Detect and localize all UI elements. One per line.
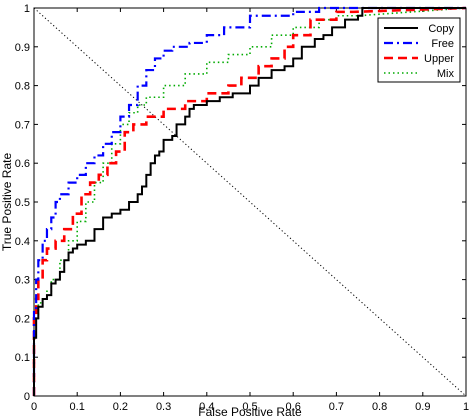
x-tick-label: 0.3: [156, 401, 171, 413]
series-lines: [32, 6, 467, 396]
y-tick-label: 0.7: [15, 119, 30, 131]
y-tick-label: 0.9: [15, 42, 30, 54]
y-tick-label: 0.8: [15, 81, 30, 93]
legend-label-copy: Copy: [428, 23, 454, 35]
y-ticks: 0 0.1 0.2 0.3 0.4 0.5 0.6 0.7 0.8 0.9 1: [15, 3, 466, 403]
y-tick-label: 0.6: [15, 158, 30, 170]
x-tick-label: 0: [31, 401, 37, 413]
x-tick-label: 0.7: [329, 401, 344, 413]
x-tick-label: 0.6: [286, 401, 301, 413]
x-ticks: 0 0.1 0.2 0.3 0.4 0.5 0.6 0.7 0.8 0.9 1: [31, 8, 469, 413]
x-tick-label: 1: [463, 401, 469, 413]
legend-label-upper: Upper: [424, 53, 454, 65]
legend-label-free: Free: [431, 38, 454, 50]
y-tick-label: 0.3: [15, 275, 30, 287]
y-axis-label: True Positive Rate: [0, 153, 14, 252]
y-tick-label: 0.5: [15, 197, 30, 209]
y-tick-label: 0.4: [15, 236, 30, 248]
y-tick-label: 1: [24, 3, 30, 15]
y-tick-label: 0.2: [15, 313, 30, 325]
x-tick-label: 0.2: [113, 401, 128, 413]
series-line-copy: [33, 7, 466, 396]
x-tick-label: 0.4: [199, 401, 214, 413]
x-tick-label: 0.1: [70, 401, 85, 413]
x-tick-label: 0.8: [372, 401, 387, 413]
x-tick-label: 0.5: [242, 401, 257, 413]
y-tick-label: 0.1: [15, 352, 30, 364]
legend-label-mix: Mix: [437, 68, 455, 80]
reference-diagonal: [33, 7, 467, 397]
series-line-upper: [32, 6, 467, 396]
x-axis-label: False Positive Rate: [198, 405, 302, 418]
series-line-free: [32, 6, 466, 396]
x-tick-label: 0.9: [415, 401, 430, 413]
reference-diagonal-line: [33, 7, 467, 397]
y-tick-label: 0: [24, 391, 30, 403]
legend: Copy Free Upper Mix: [377, 17, 461, 83]
